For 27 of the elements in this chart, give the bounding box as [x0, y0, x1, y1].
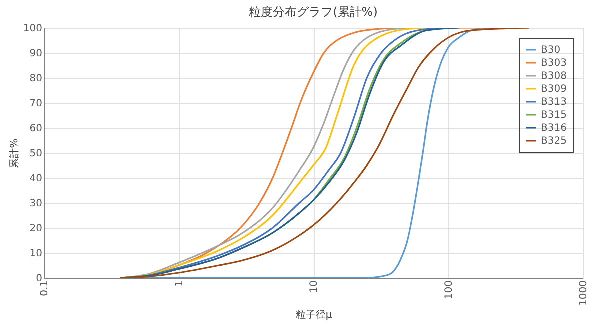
y-tick-label: 20 [30, 224, 42, 234]
x-tick-label: 0.1 [40, 280, 50, 296]
legend-label: B303 [541, 58, 567, 69]
y-tick-label: 90 [30, 48, 42, 60]
y-tick-label: 0 [36, 274, 42, 284]
y-tick-label: 80 [30, 74, 42, 84]
x-tick-label: 1000 [578, 280, 590, 306]
legend-label: B315 [541, 110, 567, 121]
legend-label: B308 [541, 71, 567, 82]
x-tick-label: 100 [444, 280, 455, 300]
x-axis-title: 粒子径μ [296, 310, 333, 321]
y-axis-title: 累計% [8, 138, 20, 168]
y-tick-label: 40 [30, 174, 42, 184]
legend-label: B309 [541, 84, 567, 95]
y-tick-label: 100 [23, 24, 42, 34]
y-tick-label: 50 [30, 148, 42, 160]
chart-title: 粒度分布グラフ(累計%) [249, 5, 378, 19]
y-tick-label: 10 [30, 248, 42, 260]
legend-label: B30 [541, 45, 561, 56]
x-tick-label: 10 [309, 280, 320, 294]
y-tick-label: 30 [30, 198, 42, 210]
y-tick-label: 70 [30, 98, 42, 110]
legend-label: B316 [541, 123, 567, 134]
legend-label: B313 [541, 97, 567, 108]
y-tick-label: 60 [30, 124, 42, 134]
x-tick-label: 1 [174, 280, 186, 287]
legend-label: B325 [541, 136, 567, 147]
